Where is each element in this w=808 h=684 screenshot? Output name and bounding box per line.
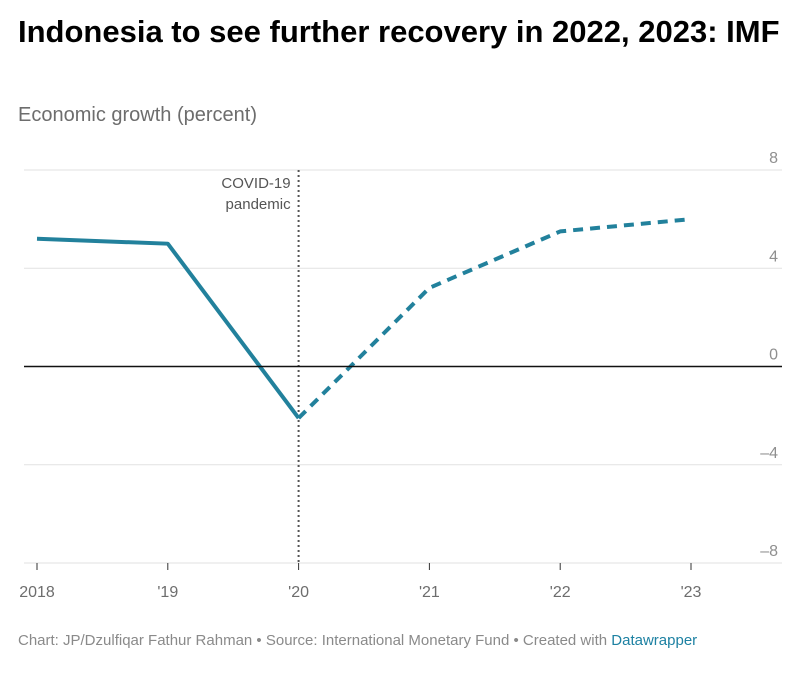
x-tick-label: 2018 xyxy=(19,584,55,601)
annotation-label: pandemic xyxy=(226,196,292,213)
x-tick-label: '19 xyxy=(157,584,178,601)
annotation-label: COVID-19 xyxy=(221,175,290,192)
y-tick-label: –8 xyxy=(760,543,778,560)
footer-credits: Chart: JP/Dzulfiqar Fathur Rahman • Sour… xyxy=(18,632,612,649)
y-tick-label: 8 xyxy=(769,150,778,167)
projection-growth-line xyxy=(297,217,692,420)
chart-footer: Chart: JP/Dzulfiqar Fathur Rahman • Sour… xyxy=(18,632,697,649)
chart-subtitle: Economic growth (percent) xyxy=(18,104,257,126)
datawrapper-link[interactable]: Datawrapper xyxy=(611,632,698,649)
x-tick-label: '22 xyxy=(550,584,571,601)
y-tick-label: 0 xyxy=(769,347,778,364)
y-tick-label: –4 xyxy=(760,445,778,462)
x-tick-label: '21 xyxy=(419,584,440,601)
actual-growth-line xyxy=(36,236,301,420)
x-tick-label: '20 xyxy=(288,584,309,601)
x-tick-label: '23 xyxy=(681,584,702,601)
y-tick-label: 4 xyxy=(769,248,778,265)
chart-title: Indonesia to see further recovery in 202… xyxy=(18,14,780,49)
